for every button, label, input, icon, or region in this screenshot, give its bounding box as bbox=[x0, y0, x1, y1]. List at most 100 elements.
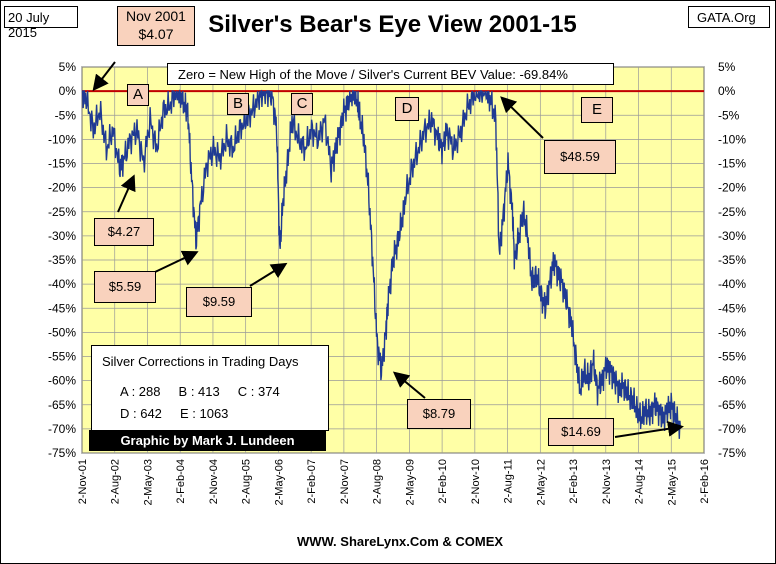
corrections-row1: A : 288 B : 413 C : 374 bbox=[120, 384, 280, 399]
x-tick-label: 2-Nov-04 bbox=[208, 459, 220, 504]
subtitle-box: Zero = New High of the Move / Silver's C… bbox=[167, 63, 614, 85]
y-tick-label-left: -25% bbox=[48, 205, 76, 219]
callout-8-79: $8.79 bbox=[407, 399, 471, 429]
y-tick-label-left: -20% bbox=[48, 181, 76, 195]
y-tick-label-right: 5% bbox=[718, 60, 736, 74]
y-tick-label-left: -15% bbox=[48, 157, 76, 171]
marker-d-label: D bbox=[401, 100, 413, 117]
x-tick-label: 2-Nov-01 bbox=[77, 459, 89, 504]
y-tick-label-right: -65% bbox=[718, 398, 746, 412]
marker-e-label: E bbox=[591, 101, 602, 118]
x-tick-label: 2-Feb-10 bbox=[437, 459, 449, 504]
source-label: WWW. ShareLynx.Com & COMEX bbox=[296, 534, 504, 549]
marker-a: A bbox=[127, 84, 149, 106]
x-tick-label: 2-Nov-10 bbox=[470, 459, 482, 504]
y-tick-label-left: -55% bbox=[48, 350, 76, 364]
corrections-row2: D : 642 E : 1063 bbox=[120, 406, 229, 421]
y-tick-label-left: -35% bbox=[48, 253, 76, 267]
y-tick-label-right: -15% bbox=[718, 157, 746, 171]
x-tick-label: 2-Feb-16 bbox=[699, 459, 711, 504]
y-tick-label-right: -75% bbox=[718, 446, 746, 460]
x-tick-labels: 2-Nov-01 2-Aug-02 2-May-03 2-Feb-04 2-Nov-04… bbox=[77, 459, 711, 505]
callout-48-59: $48.59 bbox=[544, 140, 616, 174]
x-tick-label: 2-May-03 bbox=[142, 459, 154, 505]
arrow-8-79 bbox=[392, 371, 426, 399]
x-tick-label: 2-Feb-07 bbox=[306, 459, 318, 504]
arrow-4-27 bbox=[117, 174, 136, 213]
y-tick-label-right: -55% bbox=[718, 350, 746, 364]
y-tick-label-right: -50% bbox=[718, 325, 746, 339]
x-tick-label: 2-Nov-13 bbox=[601, 459, 613, 504]
y-tick-labels-left: 5% 0% -5% -10% -15% -20% -25% -30% -35% -40% -45% -… bbox=[48, 60, 76, 460]
date-box: 20 July 2015 bbox=[4, 6, 78, 40]
y-tick-label-left: -45% bbox=[48, 301, 76, 315]
marker-c-label: C bbox=[296, 95, 308, 112]
callout-5-59: $5.59 bbox=[94, 271, 156, 303]
x-tick-label: 2-May-09 bbox=[404, 459, 416, 505]
y-tick-label-right: -70% bbox=[718, 422, 746, 436]
y-tick-label-left: -50% bbox=[48, 325, 76, 339]
x-tick-label: 2-Aug-11 bbox=[503, 459, 515, 503]
y-tick-label-left: -10% bbox=[48, 132, 76, 146]
y-tick-label-right: -60% bbox=[718, 374, 746, 388]
callout-4-27: $4.27 bbox=[94, 218, 154, 246]
x-tick-label: 2-May-12 bbox=[535, 459, 547, 505]
source-tag: GATA.Org bbox=[697, 10, 756, 25]
y-tick-label-right: -5% bbox=[718, 108, 740, 122]
y-tick-label-left: 0% bbox=[59, 84, 77, 98]
corrections-title: Silver Corrections in Trading Days bbox=[102, 354, 299, 369]
series-layer bbox=[81, 89, 682, 439]
arrow-5-59 bbox=[154, 250, 199, 273]
y-tick-label-right: -10% bbox=[718, 132, 746, 146]
arrow-9-59 bbox=[249, 262, 288, 287]
x-tick-label: 2-May-06 bbox=[273, 459, 285, 505]
y-tick-label-right: -25% bbox=[718, 205, 746, 219]
marker-b: B bbox=[227, 93, 249, 115]
x-tick-label: 2-Feb-13 bbox=[568, 459, 580, 504]
y-tick-label-left: -5% bbox=[55, 108, 77, 122]
y-tick-label-left: -75% bbox=[48, 446, 76, 460]
chart-title: Silver's Bear's Eye View 2001-15 bbox=[208, 11, 577, 38]
y-tick-label-left: 5% bbox=[59, 60, 77, 74]
x-tick-label: 2-Aug-02 bbox=[110, 459, 122, 504]
y-tick-label-left: -60% bbox=[48, 374, 76, 388]
callout-4-27-label: $4.27 bbox=[107, 224, 141, 239]
marker-d: D bbox=[395, 97, 419, 121]
y-tick-label-right: -20% bbox=[718, 181, 746, 195]
y-tick-label-right: -45% bbox=[718, 301, 746, 315]
start-price-box: Nov 2001 $4.07 bbox=[117, 6, 195, 46]
callout-14-69-label: $14.69 bbox=[561, 424, 601, 439]
start-box-line2: $4.07 bbox=[138, 26, 174, 42]
x-tick-label: 2-Aug-14 bbox=[634, 459, 646, 504]
y-tick-labels-right: 5% 0% -5% -10% -15% -20% -25% -30% -35% -40% -45% -… bbox=[718, 60, 746, 460]
callout-5-59-label: $5.59 bbox=[108, 279, 142, 294]
y-tick-label-left: -70% bbox=[48, 422, 76, 436]
y-tick-label-left: -40% bbox=[48, 277, 76, 291]
start-box-line1: Nov 2001 bbox=[126, 8, 186, 24]
arrow-start bbox=[92, 61, 116, 92]
callout-9-59-label: $9.59 bbox=[202, 294, 236, 309]
arrow-48-59 bbox=[500, 96, 544, 139]
callout-14-69: $14.69 bbox=[548, 418, 614, 446]
marker-c: C bbox=[291, 93, 313, 115]
x-tick-label: 2-Aug-08 bbox=[372, 459, 384, 504]
callout-9-59: $9.59 bbox=[186, 287, 252, 317]
corrections-box: Silver Corrections in Trading Days A : 2… bbox=[91, 345, 329, 431]
y-tick-label-left: -30% bbox=[48, 229, 76, 243]
credit-bar: Graphic by Mark J. Lundeen bbox=[89, 430, 326, 451]
date-label: 20 July 2015 bbox=[8, 10, 50, 40]
callout-48-59-label: $48.59 bbox=[560, 149, 600, 164]
marker-b-label: B bbox=[232, 95, 243, 112]
series-line-silver-bev bbox=[81, 89, 682, 439]
x-tick-label: 2-Aug-05 bbox=[241, 459, 253, 504]
credit-text: Graphic by Mark J. Lundeen bbox=[120, 433, 295, 448]
arrow-14-69 bbox=[614, 420, 684, 438]
subtitle-text: Zero = New High of the Move / Silver's C… bbox=[178, 67, 568, 82]
callout-8-79-label: $8.79 bbox=[422, 406, 456, 421]
y-tick-label-right: -35% bbox=[718, 253, 746, 267]
marker-a-label: A bbox=[132, 86, 143, 103]
y-tick-label-right: -30% bbox=[718, 229, 746, 243]
arrow-layer bbox=[92, 61, 684, 438]
x-tick-label: 2-Feb-04 bbox=[175, 459, 187, 504]
x-tick-label: 2-May-15 bbox=[666, 459, 678, 505]
